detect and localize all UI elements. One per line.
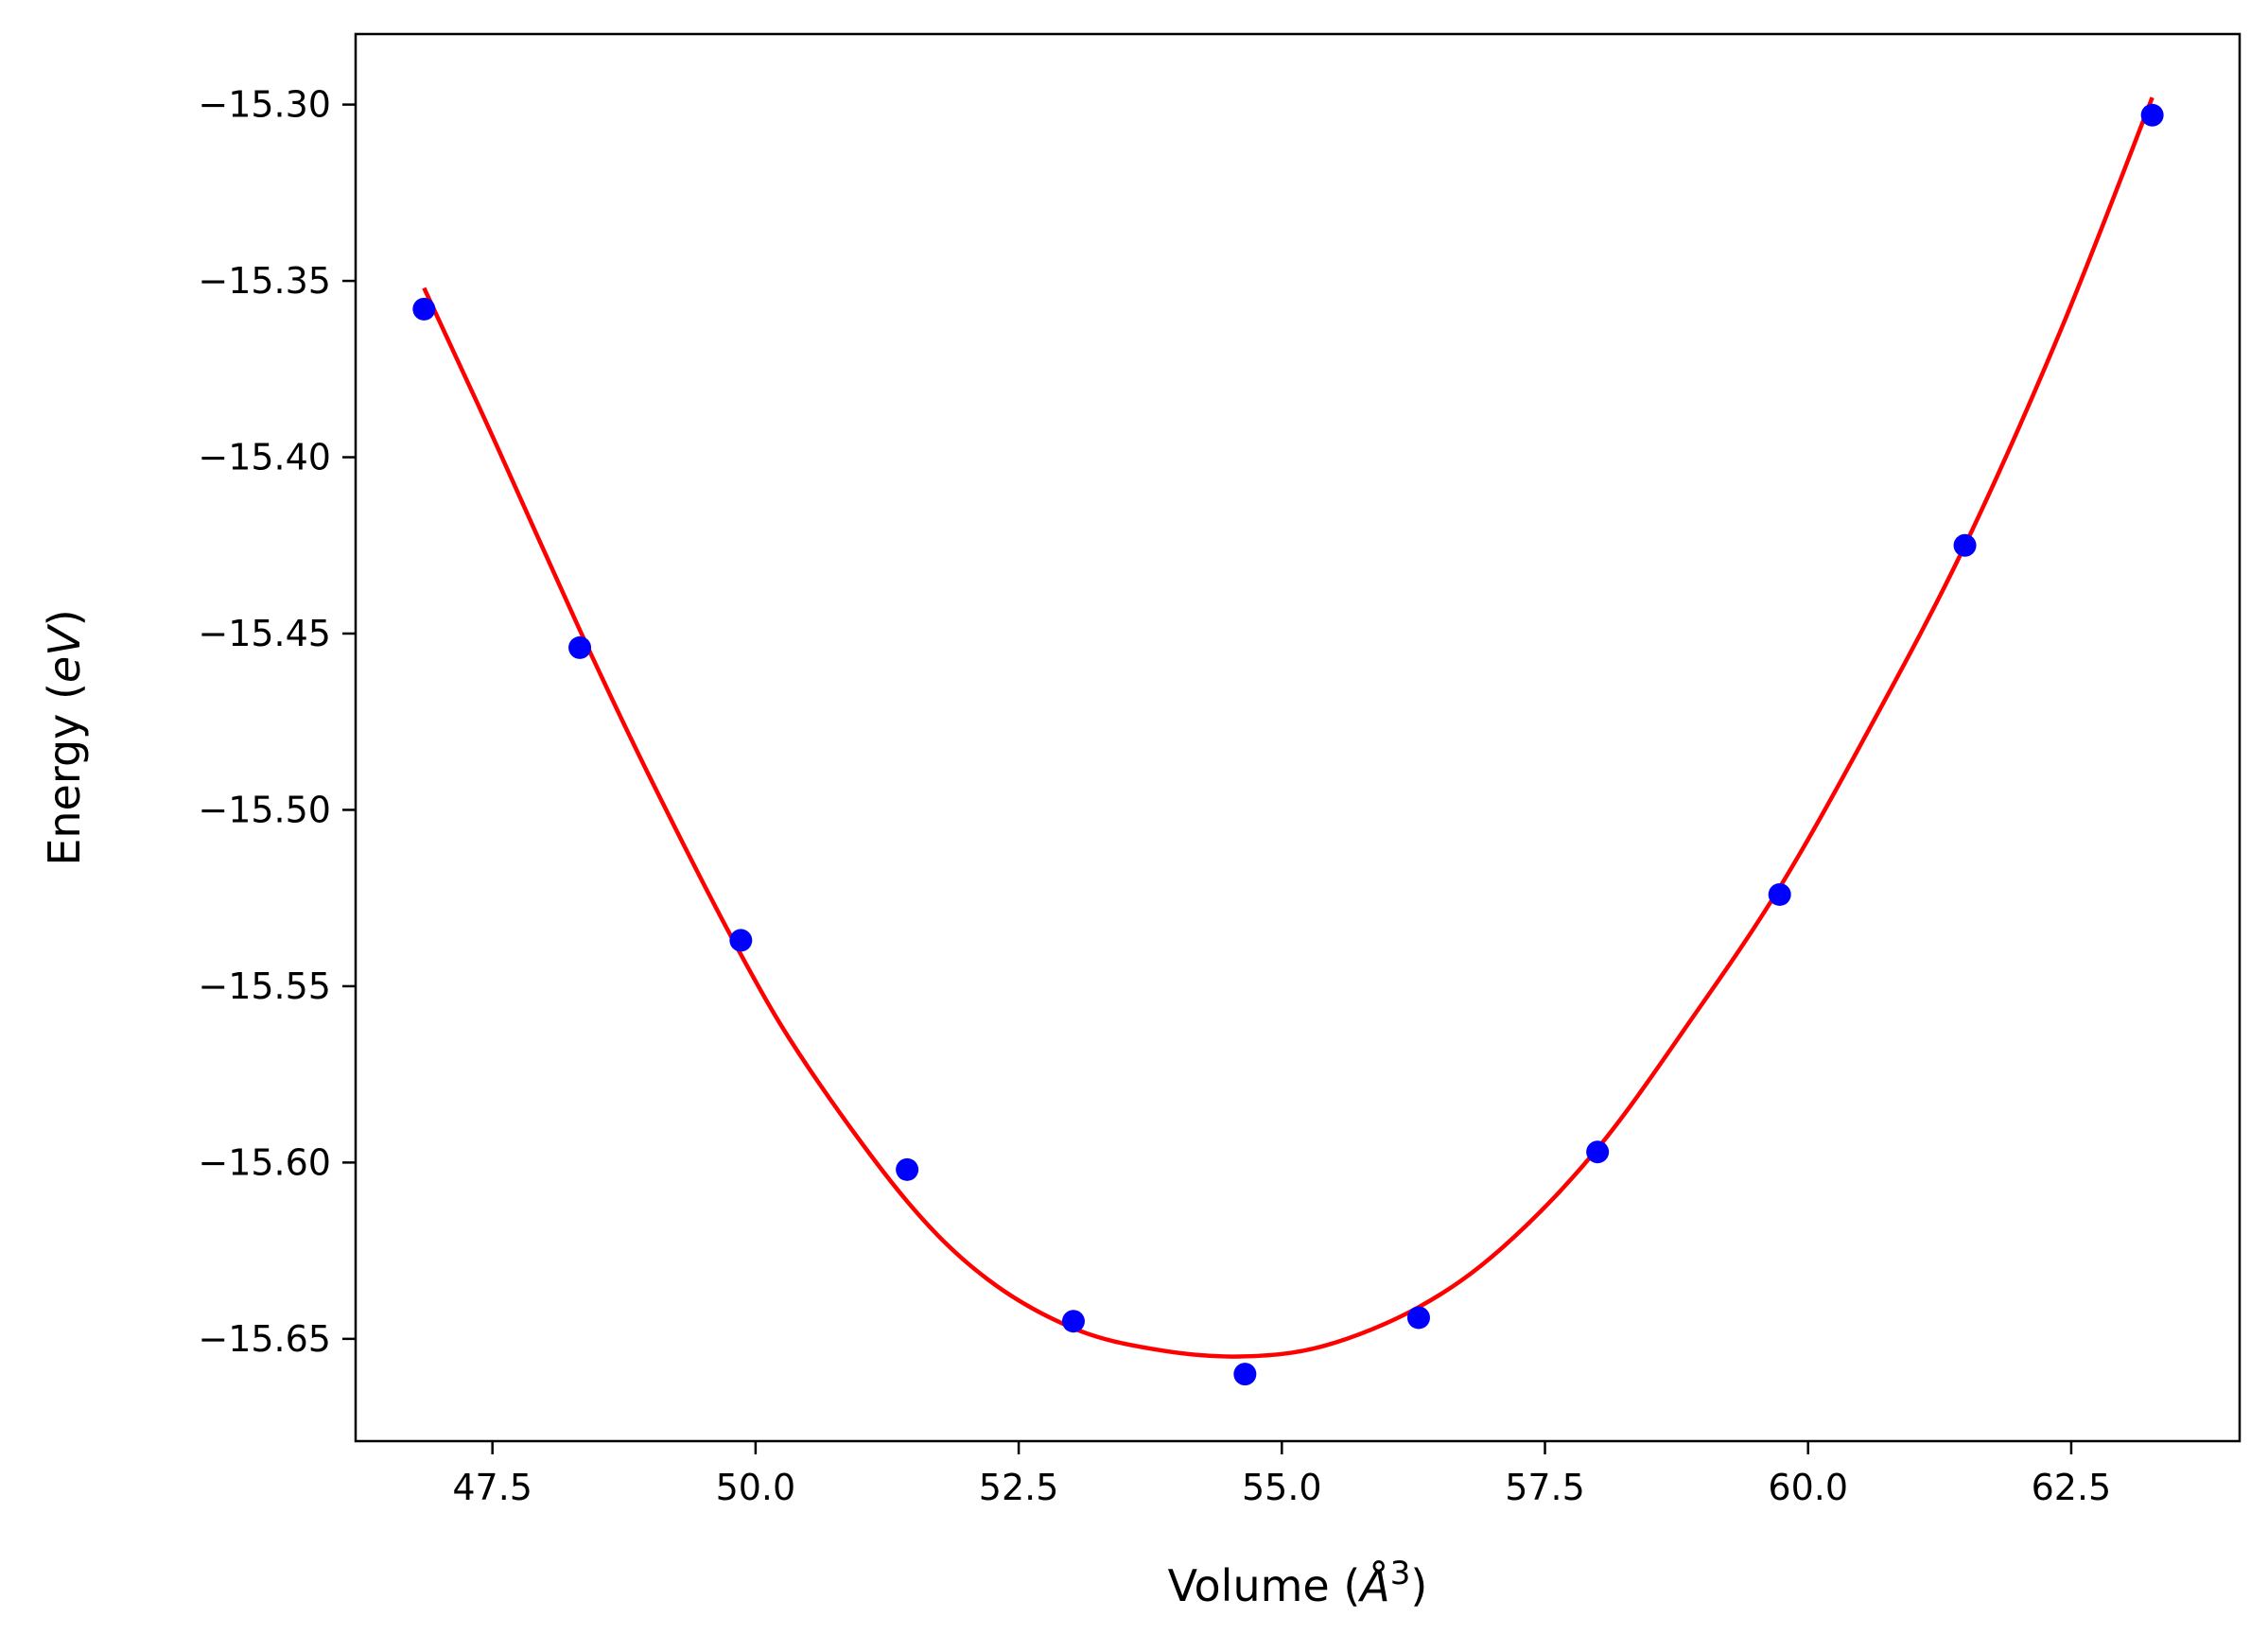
data-point [1953,533,1977,557]
y-tick-label: −15.65 [198,1318,331,1360]
data-point [1768,882,1791,906]
y-tick-label: −15.50 [198,789,331,830]
data-point [1586,1140,1610,1164]
y-axis-label: Energy (eV) [39,609,90,865]
y-axis-label-suffix: ) [39,609,90,626]
data-point [568,635,592,659]
x-tick-label: 57.5 [1505,1467,1585,1508]
x-axis-label: Volume (Å3) [1168,1555,1428,1611]
x-tick-label: 50.0 [716,1467,796,1508]
ticks-layer: 47.5 50.0 52.5 55.0 57.5 60.0 62.5 −15.30 −15.35… [198,84,2111,1508]
data-point [729,929,753,952]
x-tick-label: 52.5 [979,1467,1059,1508]
data-point [1233,1363,1257,1386]
data-point [1406,1306,1430,1330]
y-tick-label: −15.60 [198,1141,331,1183]
y-tick-label: −15.45 [198,613,331,654]
y-tick-label: −15.35 [198,260,331,302]
x-tick-label: 62.5 [2032,1467,2112,1508]
fit-curve-line [422,96,2155,1359]
data-point [2140,103,2164,127]
x-axis-label-symbol: Å [1357,1560,1389,1611]
data-point [412,297,436,321]
x-axis-label-suffix: ) [1410,1560,1427,1611]
x-axis-label-prefix: Volume ( [1168,1560,1361,1611]
series-layer [412,96,2164,1386]
plot-area-background [356,34,2240,1441]
plot-frame [354,32,2242,1443]
data-point [1061,1310,1085,1333]
y-tick-label: −15.55 [198,965,331,1007]
y-tick-label: −15.40 [198,437,331,478]
x-axis-label-exponent: 3 [1390,1555,1411,1592]
x-tick-label: 60.0 [1768,1467,1848,1508]
y-axis-label-symbol: eV [39,623,90,683]
x-tick-label: 47.5 [452,1467,532,1508]
data-point [896,1157,919,1181]
y-tick-label: −15.30 [198,84,331,126]
x-tick-label: 55.0 [1242,1467,1322,1508]
y-axis-label-prefix: Energy ( [39,683,90,866]
